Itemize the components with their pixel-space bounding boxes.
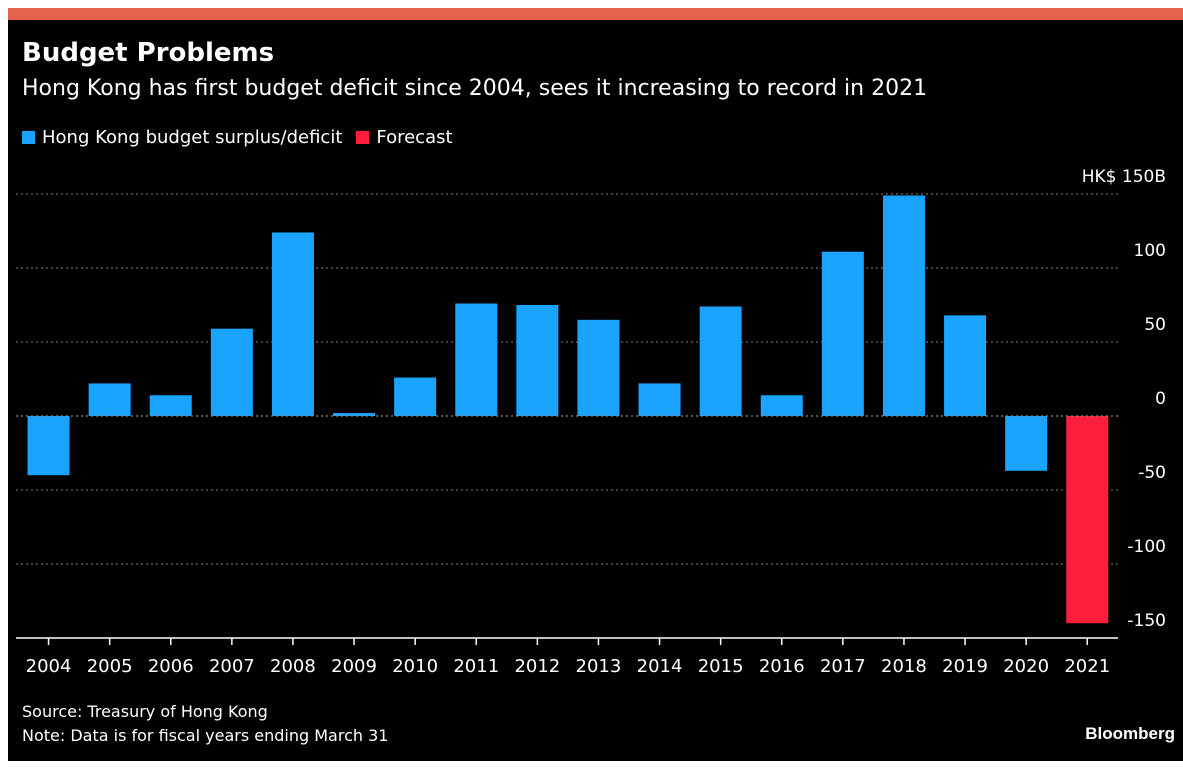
bar-2019 [944, 315, 987, 416]
legend-item-forecast: Forecast [356, 126, 453, 148]
bar-2007 [210, 328, 253, 416]
x-tick-label-2011: 2011 [453, 656, 499, 677]
legend-label-surplus: Hong Kong budget surplus/deficit [42, 126, 343, 148]
x-tick-label-2013: 2013 [576, 656, 622, 677]
bar-2011 [455, 303, 498, 416]
x-tick-label-2016: 2016 [759, 656, 805, 677]
chart-frame: Budget Problems Hong Kong has first budg… [8, 8, 1183, 761]
legend-swatch-forecast [356, 130, 370, 144]
x-tick-label-2020: 2020 [1003, 656, 1049, 677]
bar-2004 [27, 416, 70, 476]
gridlines [16, 193, 1118, 565]
bar-2015 [699, 306, 742, 416]
bar-2017 [821, 251, 864, 416]
bars [27, 195, 1109, 624]
bar-2013 [577, 319, 620, 416]
x-tick-label-2008: 2008 [270, 656, 316, 677]
bloomberg-logo: Bloomberg [1085, 724, 1175, 743]
y-tick-label: 100 [1134, 241, 1166, 261]
x-tick-label-2018: 2018 [881, 656, 927, 677]
x-tick-label-2010: 2010 [392, 656, 438, 677]
y-tick-label: -150 [1127, 611, 1166, 631]
chart-title: Budget Problems [22, 38, 275, 68]
bar-2005 [88, 383, 131, 416]
x-tick-label-2009: 2009 [331, 656, 377, 677]
x-tick-label-2004: 2004 [26, 656, 72, 677]
x-tick-label-2007: 2007 [209, 656, 255, 677]
y-tick-labels: HK$ 150B 100 50 0 -50 -100 -150 [1082, 167, 1166, 631]
x-tick-label-2012: 2012 [514, 656, 560, 677]
x-tick-label-2021: 2021 [1064, 656, 1110, 677]
y-tick-label: 50 [1144, 315, 1166, 335]
source-note: Source: Treasury of Hong Kong [22, 702, 268, 721]
accent-bar [8, 8, 1183, 20]
x-tick-label-2017: 2017 [820, 656, 866, 677]
x-tick-label-2005: 2005 [87, 656, 133, 677]
bar-2006 [149, 395, 192, 416]
x-axis [16, 415, 1118, 645]
legend-swatch-surplus [22, 130, 35, 144]
legend: Hong Kong budget surplus/deficit Forecas… [22, 124, 467, 150]
bar-2008 [271, 232, 314, 416]
bar-2009 [333, 413, 376, 416]
y-tick-label: 0 [1155, 389, 1166, 409]
bar-2016 [760, 395, 803, 416]
legend-label-forecast: Forecast [376, 126, 453, 148]
chart-subtitle: Hong Kong has first budget deficit since… [22, 76, 928, 101]
y-tick-label: -100 [1127, 537, 1166, 557]
bar-2014 [638, 383, 681, 416]
fiscal-note: Note: Data is for fiscal years ending Ma… [22, 726, 389, 745]
forecast-bar-2021 [1066, 416, 1109, 624]
x-tick-labels: 2004 2005 2006 2007 2008 2009 2010 2011 2012 2013… [26, 656, 1111, 677]
x-tick-label-2019: 2019 [942, 656, 988, 677]
y-tick-label: -50 [1138, 463, 1166, 483]
bar-2012 [516, 305, 559, 416]
bar-2020 [1005, 416, 1048, 471]
x-tick-label-2006: 2006 [148, 656, 194, 677]
legend-item-surplus: Hong Kong budget surplus/deficit [22, 127, 342, 148]
bar-2010 [394, 377, 437, 416]
bar-2018 [882, 195, 925, 416]
y-tick-label: HK$ 150B [1082, 167, 1166, 187]
x-tick-label-2015: 2015 [698, 656, 744, 677]
x-tick-label-2014: 2014 [637, 656, 683, 677]
